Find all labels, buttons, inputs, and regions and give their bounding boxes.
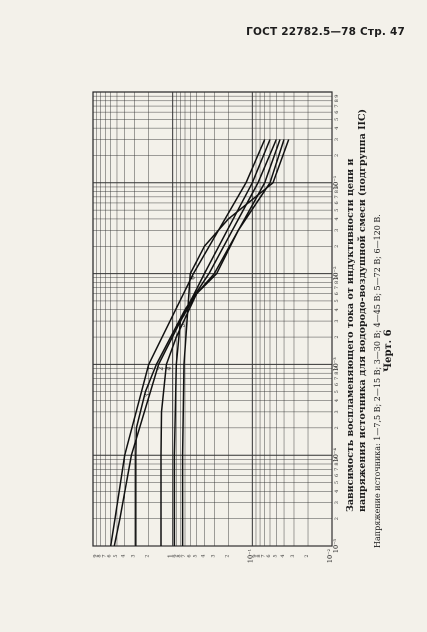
x-minor-tick-label: 2 [334,335,340,338]
y-minor-tick-label: 7 [261,554,267,557]
x-minor-tick-label: 3 [334,229,340,232]
y-minor-tick-label: 6 [186,554,192,557]
x-minor-tick-label: 3 [334,319,340,322]
page-header: ГОСТ 22782.5—78 Стр. 47 [246,26,405,38]
x-minor-tick-label: 3 [334,138,340,141]
figure-label: Черт. 6 [383,329,394,372]
y-minor-tick-label: 5 [113,554,119,557]
series-1-label: 1 [147,366,155,370]
y-minor-tick-label: 9 [93,554,99,557]
x-minor-tick-label: 3 [334,501,340,504]
y-minor-tick-label: 6 [266,554,272,557]
chart-grid [92,91,333,547]
y-minor-tick-label: 8 [97,554,103,557]
x-minor-tick-label: 4 [334,399,340,402]
series-6-label: 6 [188,275,196,279]
x-minor-tick-label: 5 [334,481,340,484]
x-minor-tick-label: 4 [334,308,340,311]
x-minor-tick-label: 7 [334,104,340,107]
x-minor-tick-label: 6 [334,201,340,204]
y-tick-label: 10⁻² [326,548,334,563]
y-minor-tick-label: 3 [131,554,137,557]
x-minor-tick-label: 9 [334,185,340,188]
x-minor-tick-label: 2 [334,426,340,429]
x-tick-label: 10⁻⁵ [332,538,340,553]
y-tick-label: 1 [167,554,175,558]
y-tick-label: 10⁻¹ [246,548,254,563]
x-minor-tick-label: 5 [334,299,340,302]
x-minor-tick-label: 3 [334,410,340,413]
chart-title-line-2: напряжения источника для водородо-воздуш… [357,108,368,512]
x-minor-tick-label: 5 [334,390,340,393]
x-minor-tick-label: 2 [334,154,340,157]
x-minor-tick-label: 7 [334,195,340,198]
x-minor-tick-label: 9 [334,367,340,370]
y-minor-tick-label: 5 [272,554,278,557]
x-minor-tick-label: 2 [334,245,340,248]
x-minor-tick-label: 6 [334,474,340,477]
x-minor-tick-label: 2 [334,517,340,520]
y-minor-tick-label: 8 [256,554,262,557]
series-2-label: 2 [157,366,165,371]
y-minor-tick-label: 4 [121,554,127,557]
y-minor-tick-label: 4 [280,554,286,557]
y-minor-tick-label: 7 [101,554,107,557]
y-minor-tick-label: 9 [172,554,178,557]
series-1-line [109,139,266,547]
chart-labels: 10⁻⁵10⁻⁴10⁻³10⁻²10⁻¹23456789234567892345… [93,95,340,564]
x-tick-label: 10⁻¹ [332,175,340,190]
x-minor-tick-label: 4 [334,127,340,130]
x-minor-tick-label: 4 [334,490,340,493]
series-5-label: 5 [178,323,186,327]
series-6-line [181,139,290,546]
y-minor-tick-label: 8 [176,554,182,557]
x-tick-label: 10⁻⁴ [332,448,340,463]
x-minor-tick-label: 9 [334,276,340,279]
x-minor-tick-label: 5 [334,209,340,212]
x-minor-tick-label: 8 [334,462,340,465]
x-minor-tick-label: 5 [334,118,340,121]
x-minor-tick-label: 9 [334,95,340,98]
plot-border [92,91,333,547]
x-minor-tick-label: 8 [334,190,340,193]
x-minor-tick-label: 6 [334,111,340,114]
x-minor-tick-label: 6 [334,292,340,295]
x-minor-tick-label: 8 [334,281,340,284]
x-minor-tick-label: 7 [334,377,340,380]
x-minor-tick-label: 8 [334,372,340,375]
series-2-line [113,139,271,547]
x-minor-tick-label: 7 [334,286,340,289]
y-minor-tick-label: 6 [107,554,113,557]
x-tick-label: 10⁻² [332,266,340,281]
y-minor-tick-label: 2 [224,554,230,557]
x-minor-tick-label: 6 [334,383,340,386]
series-4-line [160,139,281,546]
x-tick-label: 10⁻³ [332,357,340,372]
x-minor-tick-label: 9 [334,458,340,461]
y-minor-tick-label: 3 [290,554,296,557]
x-minor-tick-label: 7 [334,468,340,471]
series-3-line [135,139,277,546]
chart-series [109,139,290,547]
chart-title-line-1: Зависимость воспламеняющего тока от инду… [345,158,356,512]
y-minor-tick-label: 3 [210,554,216,557]
y-minor-tick-label: 5 [193,554,199,557]
series-5-line [173,139,285,546]
x-minor-tick-label: 8 [334,99,340,102]
chart-legend: Напряжение источника: 1—7,5 В; 2—15 В; 3… [373,214,382,548]
series-3-label: 3 [143,394,151,398]
y-minor-tick-label: 9 [252,554,258,557]
series-4-label: 4 [164,366,172,371]
x-minor-tick-label: 4 [334,217,340,220]
y-minor-tick-label: 2 [304,554,310,557]
y-minor-tick-label: 2 [145,554,151,557]
y-minor-tick-label: 4 [200,554,206,557]
y-minor-tick-label: 7 [181,554,187,557]
